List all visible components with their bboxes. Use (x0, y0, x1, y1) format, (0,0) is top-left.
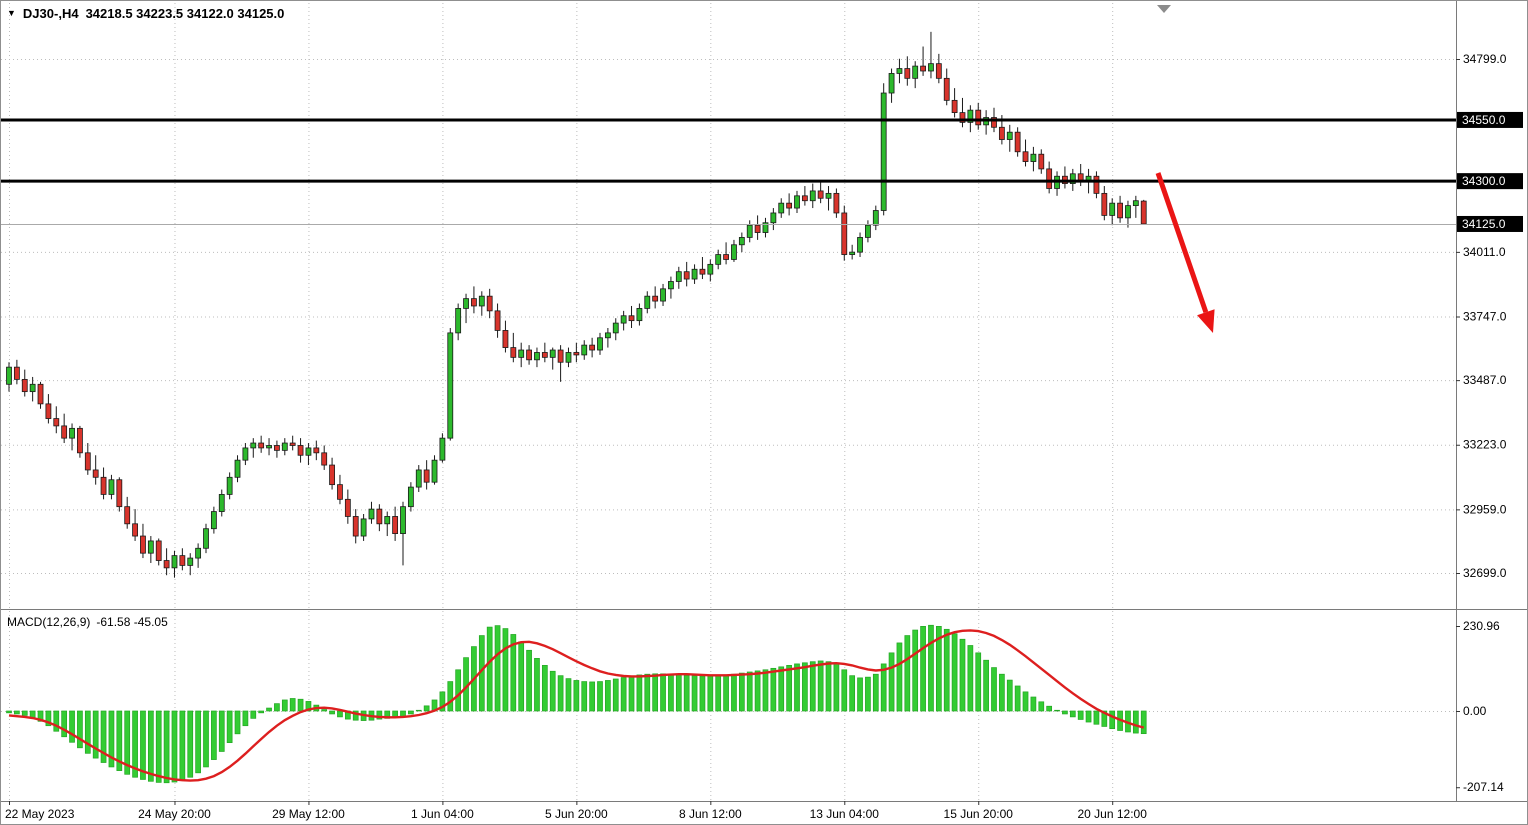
time-axis[interactable]: 22 May 2023 24 May 20:00 29 May 12:00 1 Jun… (5, 801, 1147, 821)
time-axis-label: 5 Jun 20:00 (545, 807, 608, 821)
price-axis-label: 33223.0 (1463, 438, 1507, 452)
price-axis-label: 32699.0 (1463, 566, 1507, 580)
macd-axis-label: 0.00 (1463, 704, 1487, 718)
macd-histogram (6, 624, 1147, 784)
price-badge-label: 34550.0 (1462, 113, 1506, 127)
price-badge-label: 34125.0 (1462, 217, 1506, 231)
time-axis-label: 1 Jun 04:00 (411, 807, 474, 821)
price-axis-label: 33487.0 (1463, 373, 1507, 387)
price-axis-label: 33747.0 (1463, 309, 1507, 323)
time-axis-label: 8 Jun 12:00 (679, 807, 742, 821)
trend-arrow[interactable] (1155, 172, 1209, 314)
time-axis-label: 13 Jun 04:00 (810, 807, 880, 821)
price-badge (1457, 173, 1523, 190)
time-axis-label: 29 May 12:00 (272, 807, 345, 821)
time-axis-label: 24 May 20:00 (138, 807, 211, 821)
price-axis-label: 34011.0 (1463, 245, 1506, 259)
macd-signal-line (8, 629, 1145, 782)
candlestick-series (6, 31, 1147, 578)
time-axis-label: 22 May 2023 (5, 807, 75, 821)
price-badge (1457, 215, 1523, 232)
trend-arrow-head[interactable] (1197, 309, 1215, 333)
price-axis-label: 32959.0 (1463, 502, 1507, 516)
macd-axis-label: -207.14 (1463, 780, 1504, 794)
price-badge (1457, 111, 1523, 128)
time-axis-label: 15 Jun 20:00 (944, 807, 1014, 821)
macd-axis-label: 230.96 (1463, 619, 1500, 633)
time-axis-label: 20 Jun 12:00 (1077, 807, 1147, 821)
price-badge-label: 34300.0 (1462, 174, 1506, 188)
price-axis[interactable]: 34799.0 34550.0 34300.0 34125.0 34011.0 33747… (1456, 52, 1523, 794)
chart-shift-marker-icon[interactable] (1157, 5, 1171, 13)
price-axis-label: 34799.0 (1463, 52, 1507, 66)
